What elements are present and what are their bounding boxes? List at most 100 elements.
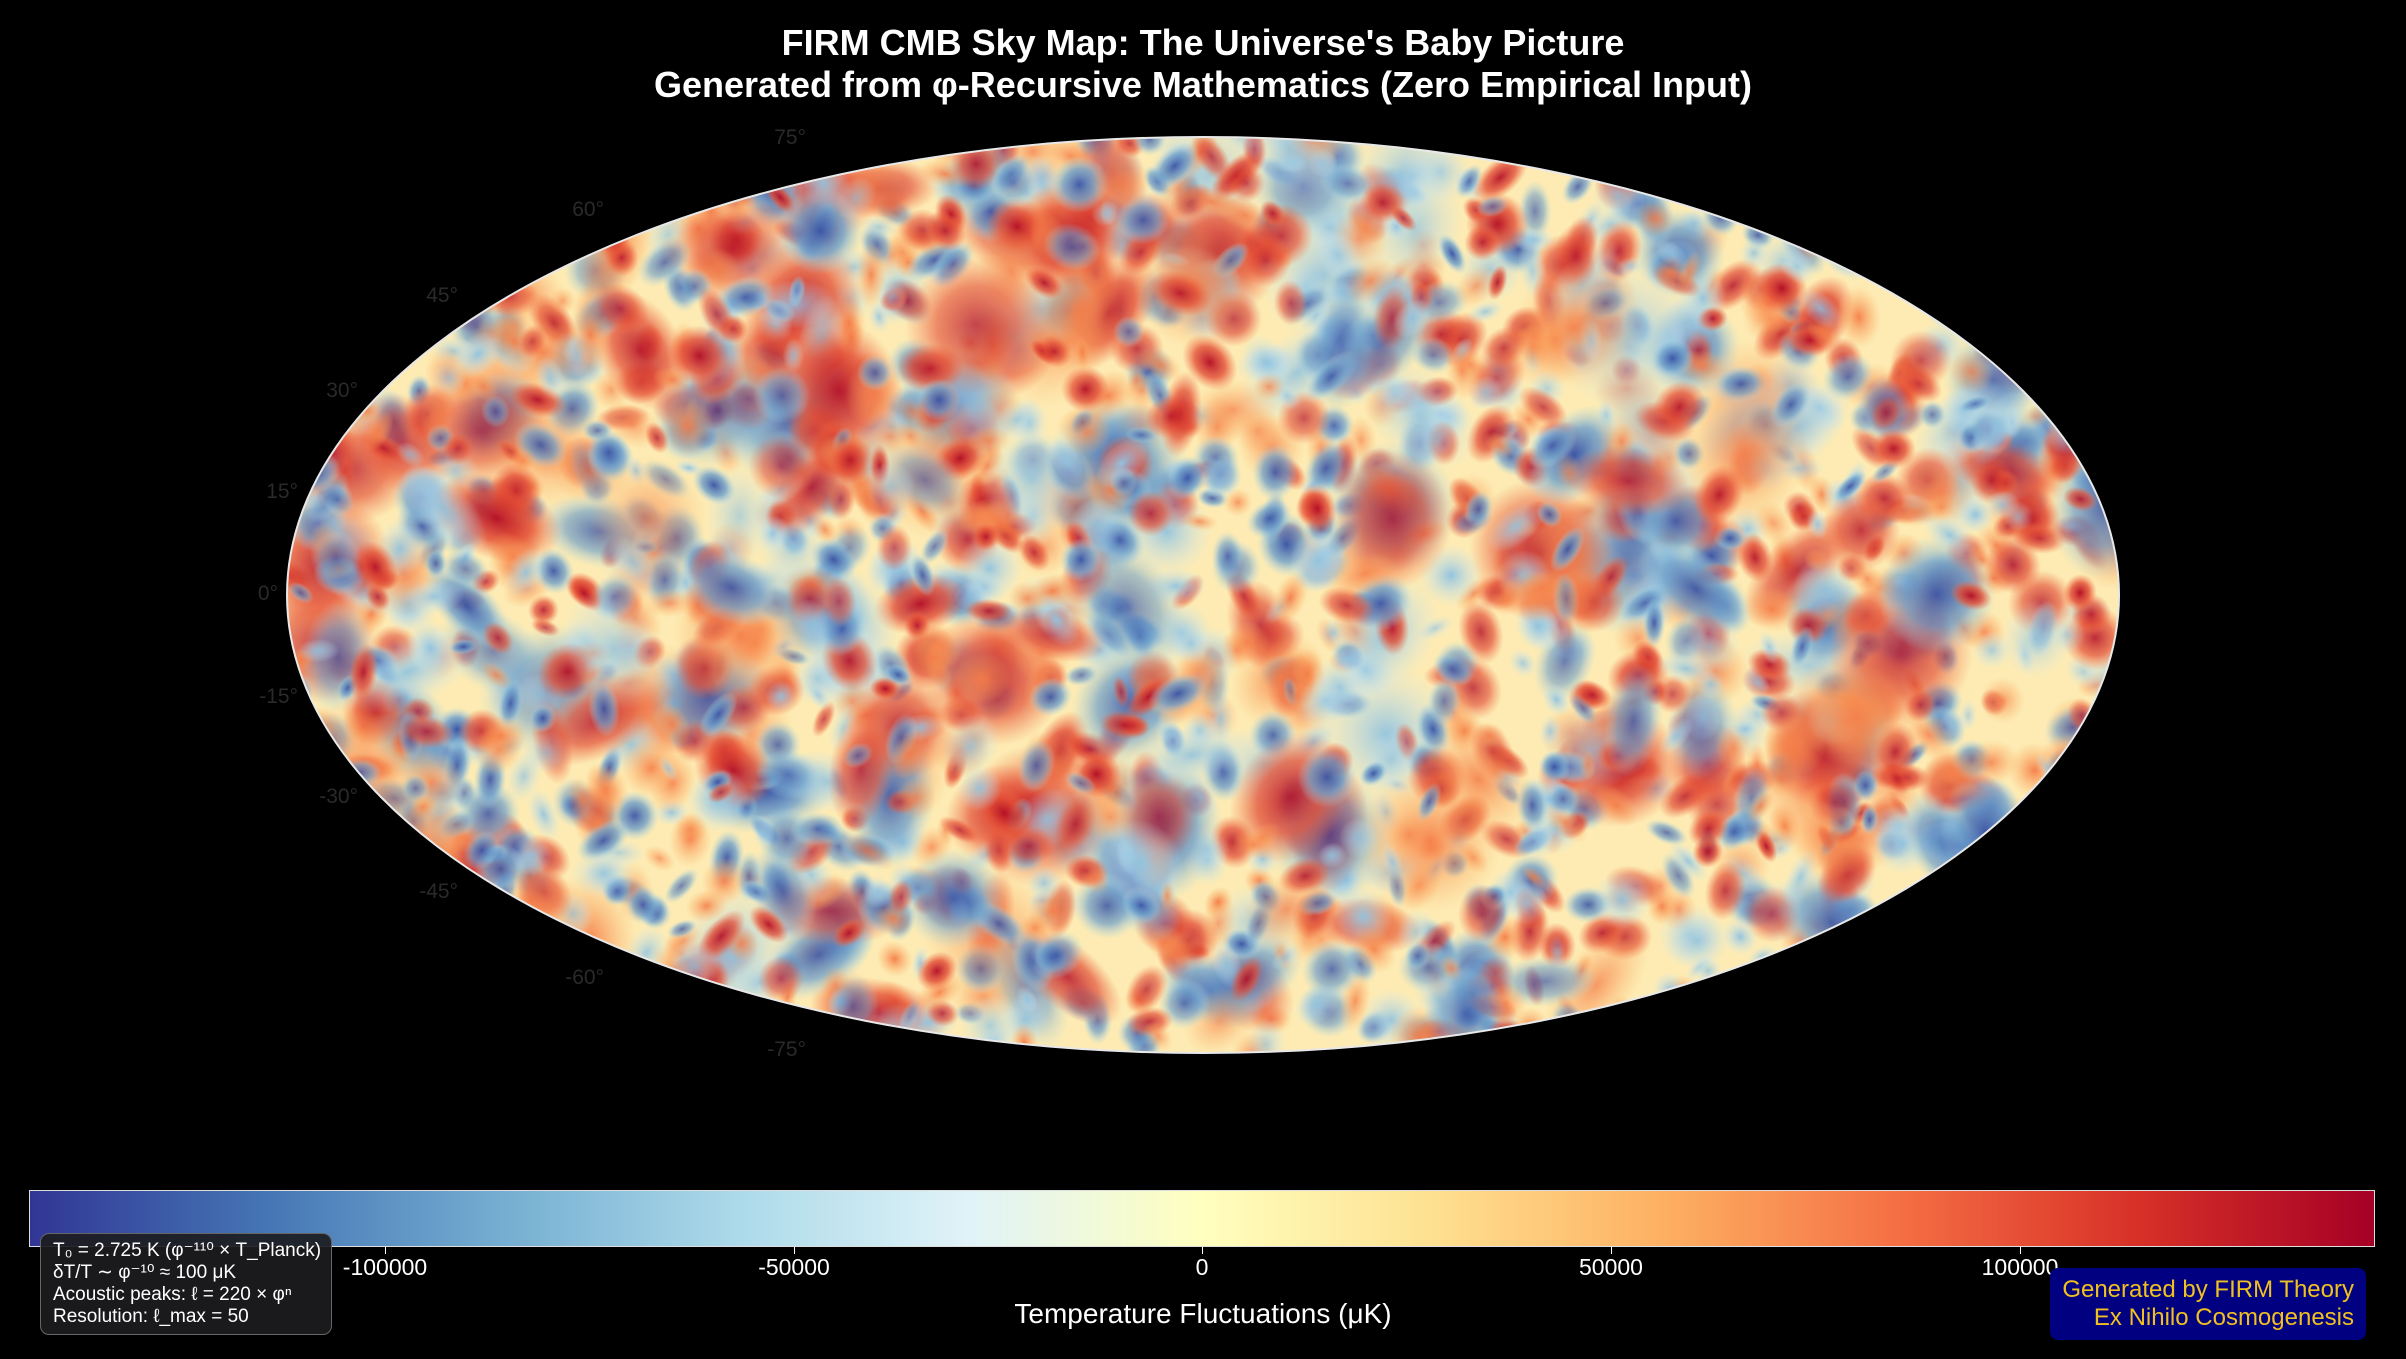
temperature-blob	[657, 755, 679, 782]
temperature-blob	[1821, 489, 1901, 571]
temperature-blob	[782, 337, 805, 374]
temperature-blob	[456, 781, 521, 846]
temperature-blob	[909, 553, 936, 597]
colorbar-tick-50000: 50000	[1579, 1254, 1643, 1280]
temperature-blob	[287, 581, 314, 604]
colorbar-tickmark	[1611, 1247, 1612, 1254]
temperature-blob	[663, 868, 699, 904]
temperature-blob	[1565, 446, 1691, 517]
temperature-blob	[1090, 151, 1151, 211]
temperature-blob	[1144, 394, 1198, 439]
temperature-blob	[319, 482, 356, 517]
temperature-blob	[2000, 598, 2073, 679]
temperature-blob	[790, 811, 845, 847]
temperature-blob	[748, 433, 815, 500]
temperature-blob	[660, 395, 715, 457]
temperature-blob	[1635, 200, 1675, 237]
temperature-blob	[1798, 288, 1843, 330]
temperature-blob	[535, 356, 565, 401]
temperature-blob	[873, 572, 968, 635]
temperature-blob	[1389, 204, 1417, 232]
temperature-blob	[1806, 509, 1829, 540]
temperature-blob	[1137, 346, 1183, 383]
temperature-blob	[827, 711, 895, 829]
temperature-blob	[842, 742, 873, 769]
temperature-blob	[354, 541, 398, 594]
info-line-temperature: T₀ = 2.725 K (φ⁻¹¹⁰ × T_Planck)	[53, 1240, 322, 1261]
temperature-blob	[585, 762, 625, 822]
temperature-blob	[310, 531, 363, 586]
temperature-blob	[1240, 234, 1292, 287]
temperature-blob	[652, 701, 691, 747]
temperature-blob	[362, 411, 394, 452]
sky-field	[287, 137, 2119, 1053]
temperature-blob	[1652, 255, 1689, 291]
temperature-blob	[1300, 299, 1332, 332]
temperature-blob	[406, 619, 455, 677]
temperature-blob	[1804, 663, 1909, 771]
temperature-blob	[966, 425, 1011, 456]
temperature-blob	[1694, 464, 1745, 525]
temperature-blob	[1426, 676, 1462, 726]
temperature-blob	[821, 575, 857, 628]
temperature-blob	[1251, 443, 1299, 501]
temperature-blob	[1310, 656, 1371, 720]
temperature-blob	[1638, 540, 1754, 638]
temperature-blob	[588, 455, 708, 583]
temperature-blob	[1515, 569, 1567, 608]
temperature-blob	[1112, 315, 1145, 348]
temperature-blob	[1457, 884, 1507, 943]
temperature-blob	[1411, 408, 1460, 468]
temperature-blob	[1504, 880, 1549, 926]
temperature-blob	[2063, 573, 2097, 612]
colorbar-tick-0: 0	[1195, 1254, 1209, 1280]
temperature-blob	[841, 832, 895, 870]
temperature-blob	[1245, 1016, 1287, 1053]
info-line-resolution: Resolution: ℓ_max = 50	[53, 1306, 249, 1327]
temperature-blob	[1189, 379, 1277, 441]
colorbar-tick-100000: 100000	[1981, 1254, 2059, 1280]
temperature-blob	[1890, 330, 1952, 390]
temperature-blob	[1317, 842, 1347, 869]
temperature-blob	[1224, 620, 1270, 665]
temperature-blob	[890, 727, 927, 780]
temperature-blob	[1731, 719, 1760, 739]
temperature-blob	[834, 176, 877, 221]
temperature-blob	[452, 331, 504, 378]
temperature-blob	[2049, 615, 2086, 655]
temperature-blob	[400, 464, 487, 555]
temperature-blob	[1508, 648, 1538, 678]
temperature-blob	[1655, 652, 1716, 686]
temperature-blob	[1664, 911, 1731, 970]
temperature-blob	[1573, 680, 1612, 710]
temperature-blob	[1143, 1019, 1173, 1052]
temperature-blob	[1203, 886, 1233, 918]
temperature-blob	[1297, 483, 1337, 535]
temperature-blob	[441, 549, 490, 589]
temperature-blob	[569, 848, 637, 898]
temperature-blob	[468, 371, 499, 402]
temperature-blob	[1770, 381, 1812, 428]
temperature-blob	[1278, 857, 1331, 895]
temperature-blob	[1229, 956, 1264, 1003]
temperature-blob	[1132, 137, 1167, 156]
temperature-blob	[1149, 142, 1200, 191]
temperature-blob	[692, 464, 737, 506]
temperature-blob	[1877, 534, 1997, 654]
temperature-blob	[1246, 498, 1293, 539]
temperature-blob	[1541, 683, 1572, 717]
temperature-blob	[1126, 365, 1146, 396]
temperature-blob	[749, 279, 837, 329]
temperature-blob	[1545, 782, 1580, 816]
temperature-blob	[402, 580, 465, 614]
temperature-blob	[1072, 541, 1186, 672]
temperature-blob	[1789, 625, 1815, 668]
temperature-blob	[1423, 723, 1533, 835]
temperature-blob	[1132, 723, 1252, 786]
temperature-blob	[826, 436, 874, 485]
lat-label-minus-30: -30°	[319, 785, 358, 808]
credit-line-1: Generated by FIRM Theory	[2062, 1276, 2354, 1303]
temperature-blob	[902, 848, 1006, 949]
temperature-blob	[861, 875, 894, 909]
temperature-blob	[939, 816, 981, 844]
